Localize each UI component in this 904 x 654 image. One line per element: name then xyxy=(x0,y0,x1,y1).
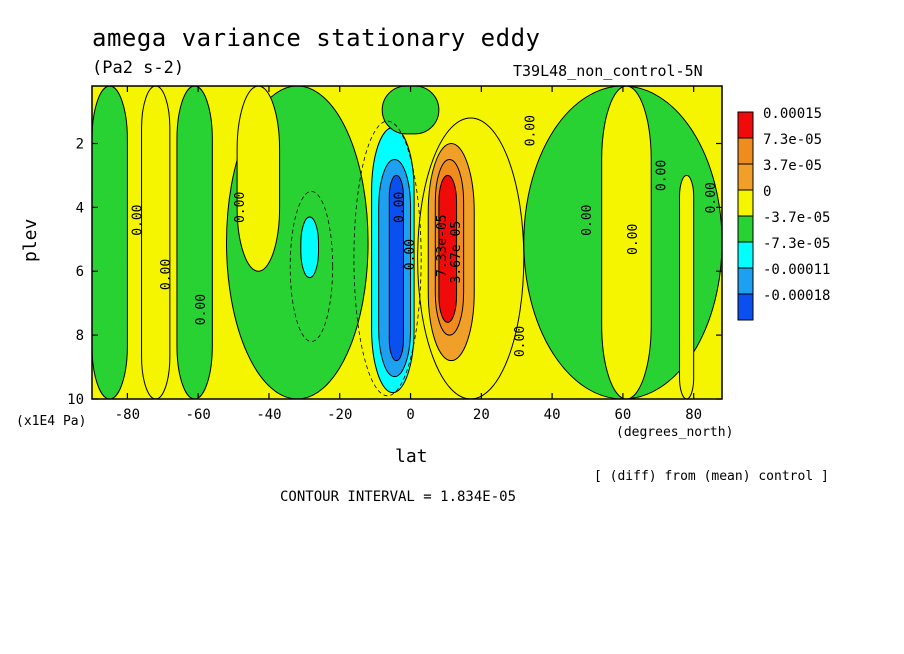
contour-label-11: 0.00 xyxy=(626,224,641,255)
positive-region-3 xyxy=(601,86,652,399)
contour-label-3: 0.00 xyxy=(233,192,248,223)
colorbar-swatch-4 xyxy=(737,215,754,243)
y-tick-label-1: 4 xyxy=(76,200,84,216)
contour-labels: 0.00 0.00 0.00 0.00 0.00 -0.00 7.33e-05 3.67e-0… xyxy=(131,115,719,357)
x-axis: -80 -60 -40 -20 0 20 40 60 80 xyxy=(115,86,702,423)
colorbar-swatch-5 xyxy=(737,241,754,269)
diff-note: [ (diff) from (mean) control ] xyxy=(594,469,829,484)
contour-label-8: 0.00 xyxy=(523,115,538,146)
x-axis-units: (degrees_north) xyxy=(616,425,734,440)
negative-region-6 xyxy=(300,216,320,279)
colorbar-label-0: 0.00015 xyxy=(763,106,822,122)
chart-title: amega variance stationary eddy xyxy=(92,24,541,52)
x-tick-label-6: 40 xyxy=(544,407,561,423)
contour-label-5: -0.00 xyxy=(403,239,418,278)
colorbar-swatch-3 xyxy=(737,189,754,217)
negative-region-0 xyxy=(92,86,128,399)
positive-region-7 xyxy=(438,174,458,323)
chart-units: (Pa2 s-2) xyxy=(92,58,185,78)
x-tick-label-2: -40 xyxy=(256,407,281,423)
contour-label-0: 0.00 xyxy=(131,204,146,235)
plot-frame xyxy=(91,85,723,400)
colorbar-swatch-6 xyxy=(737,267,754,295)
contour-label-6: 7.33e-05 xyxy=(435,214,450,277)
positive-region-0 xyxy=(141,86,171,399)
colorbar-swatch-7 xyxy=(737,293,754,321)
contour-label-4: 0.00 xyxy=(392,192,407,223)
y-tick-label-2: 6 xyxy=(76,264,84,280)
negative-region-5 xyxy=(388,174,404,362)
x-tick-label-0: -80 xyxy=(115,407,140,423)
y-tick-label-4: 10 xyxy=(67,392,84,408)
x-tick-label-5: 20 xyxy=(473,407,490,423)
x-tick-label-7: 60 xyxy=(614,407,631,423)
y-tick-label-0: 2 xyxy=(76,136,84,152)
run-label: T39L48_non_control-5N xyxy=(513,62,703,80)
x-axis-label: lat xyxy=(395,446,428,467)
dashed-contour-1 xyxy=(353,120,422,397)
positive-region-1 xyxy=(236,86,281,272)
contour-interval: CONTOUR INTERVAL = 1.834E-05 xyxy=(280,489,517,505)
colorbar-label-1: 7.3e-05 xyxy=(763,132,822,148)
colorbar-label-5: -7.3e-05 xyxy=(763,236,830,252)
colorbar-swatch-2 xyxy=(737,163,754,191)
y-axis: 2 4 6 8 10 xyxy=(67,136,722,408)
y-axis-units: (x1E4 Pa) xyxy=(16,414,87,429)
x-tick-label-1: -60 xyxy=(186,407,211,423)
colorbar-label-2: 3.7e-05 xyxy=(763,158,822,174)
contour-label-10: 0.00 xyxy=(580,204,595,235)
colorbar-label-6: -0.00011 xyxy=(763,262,830,278)
x-tick-label-4: 0 xyxy=(406,407,414,423)
contour-label-2: 0.00 xyxy=(194,294,209,325)
x-tick-label-8: 80 xyxy=(685,407,702,423)
contour-label-12: 0.00 xyxy=(654,160,669,191)
x-tick-label-3: -20 xyxy=(327,407,352,423)
colorbar: 0.00015 7.3e-05 3.7e-05 0 -3.7e-05 -7.3e-05 -0… xyxy=(737,106,830,321)
contour-label-1: 0.00 xyxy=(159,259,174,290)
contour-label-7: 3.67e-05 xyxy=(449,221,464,284)
contour-fills xyxy=(92,86,722,399)
dashed-contour-0 xyxy=(289,190,334,342)
negative-region-8 xyxy=(381,86,440,135)
contour-label-13: 0.00 xyxy=(704,182,719,213)
colorbar-swatch-1 xyxy=(737,137,754,165)
colorbar-label-7: -0.00018 xyxy=(763,288,830,304)
colorbar-swatch-0 xyxy=(737,111,754,139)
colorbar-label-4: -3.7e-05 xyxy=(763,210,830,226)
contour-label-9: 0.00 xyxy=(513,326,528,357)
positive-region-4 xyxy=(679,174,695,399)
y-tick-label-3: 8 xyxy=(76,328,84,344)
negative-region-1 xyxy=(176,86,213,399)
colorbar-label-3: 0 xyxy=(763,184,771,200)
